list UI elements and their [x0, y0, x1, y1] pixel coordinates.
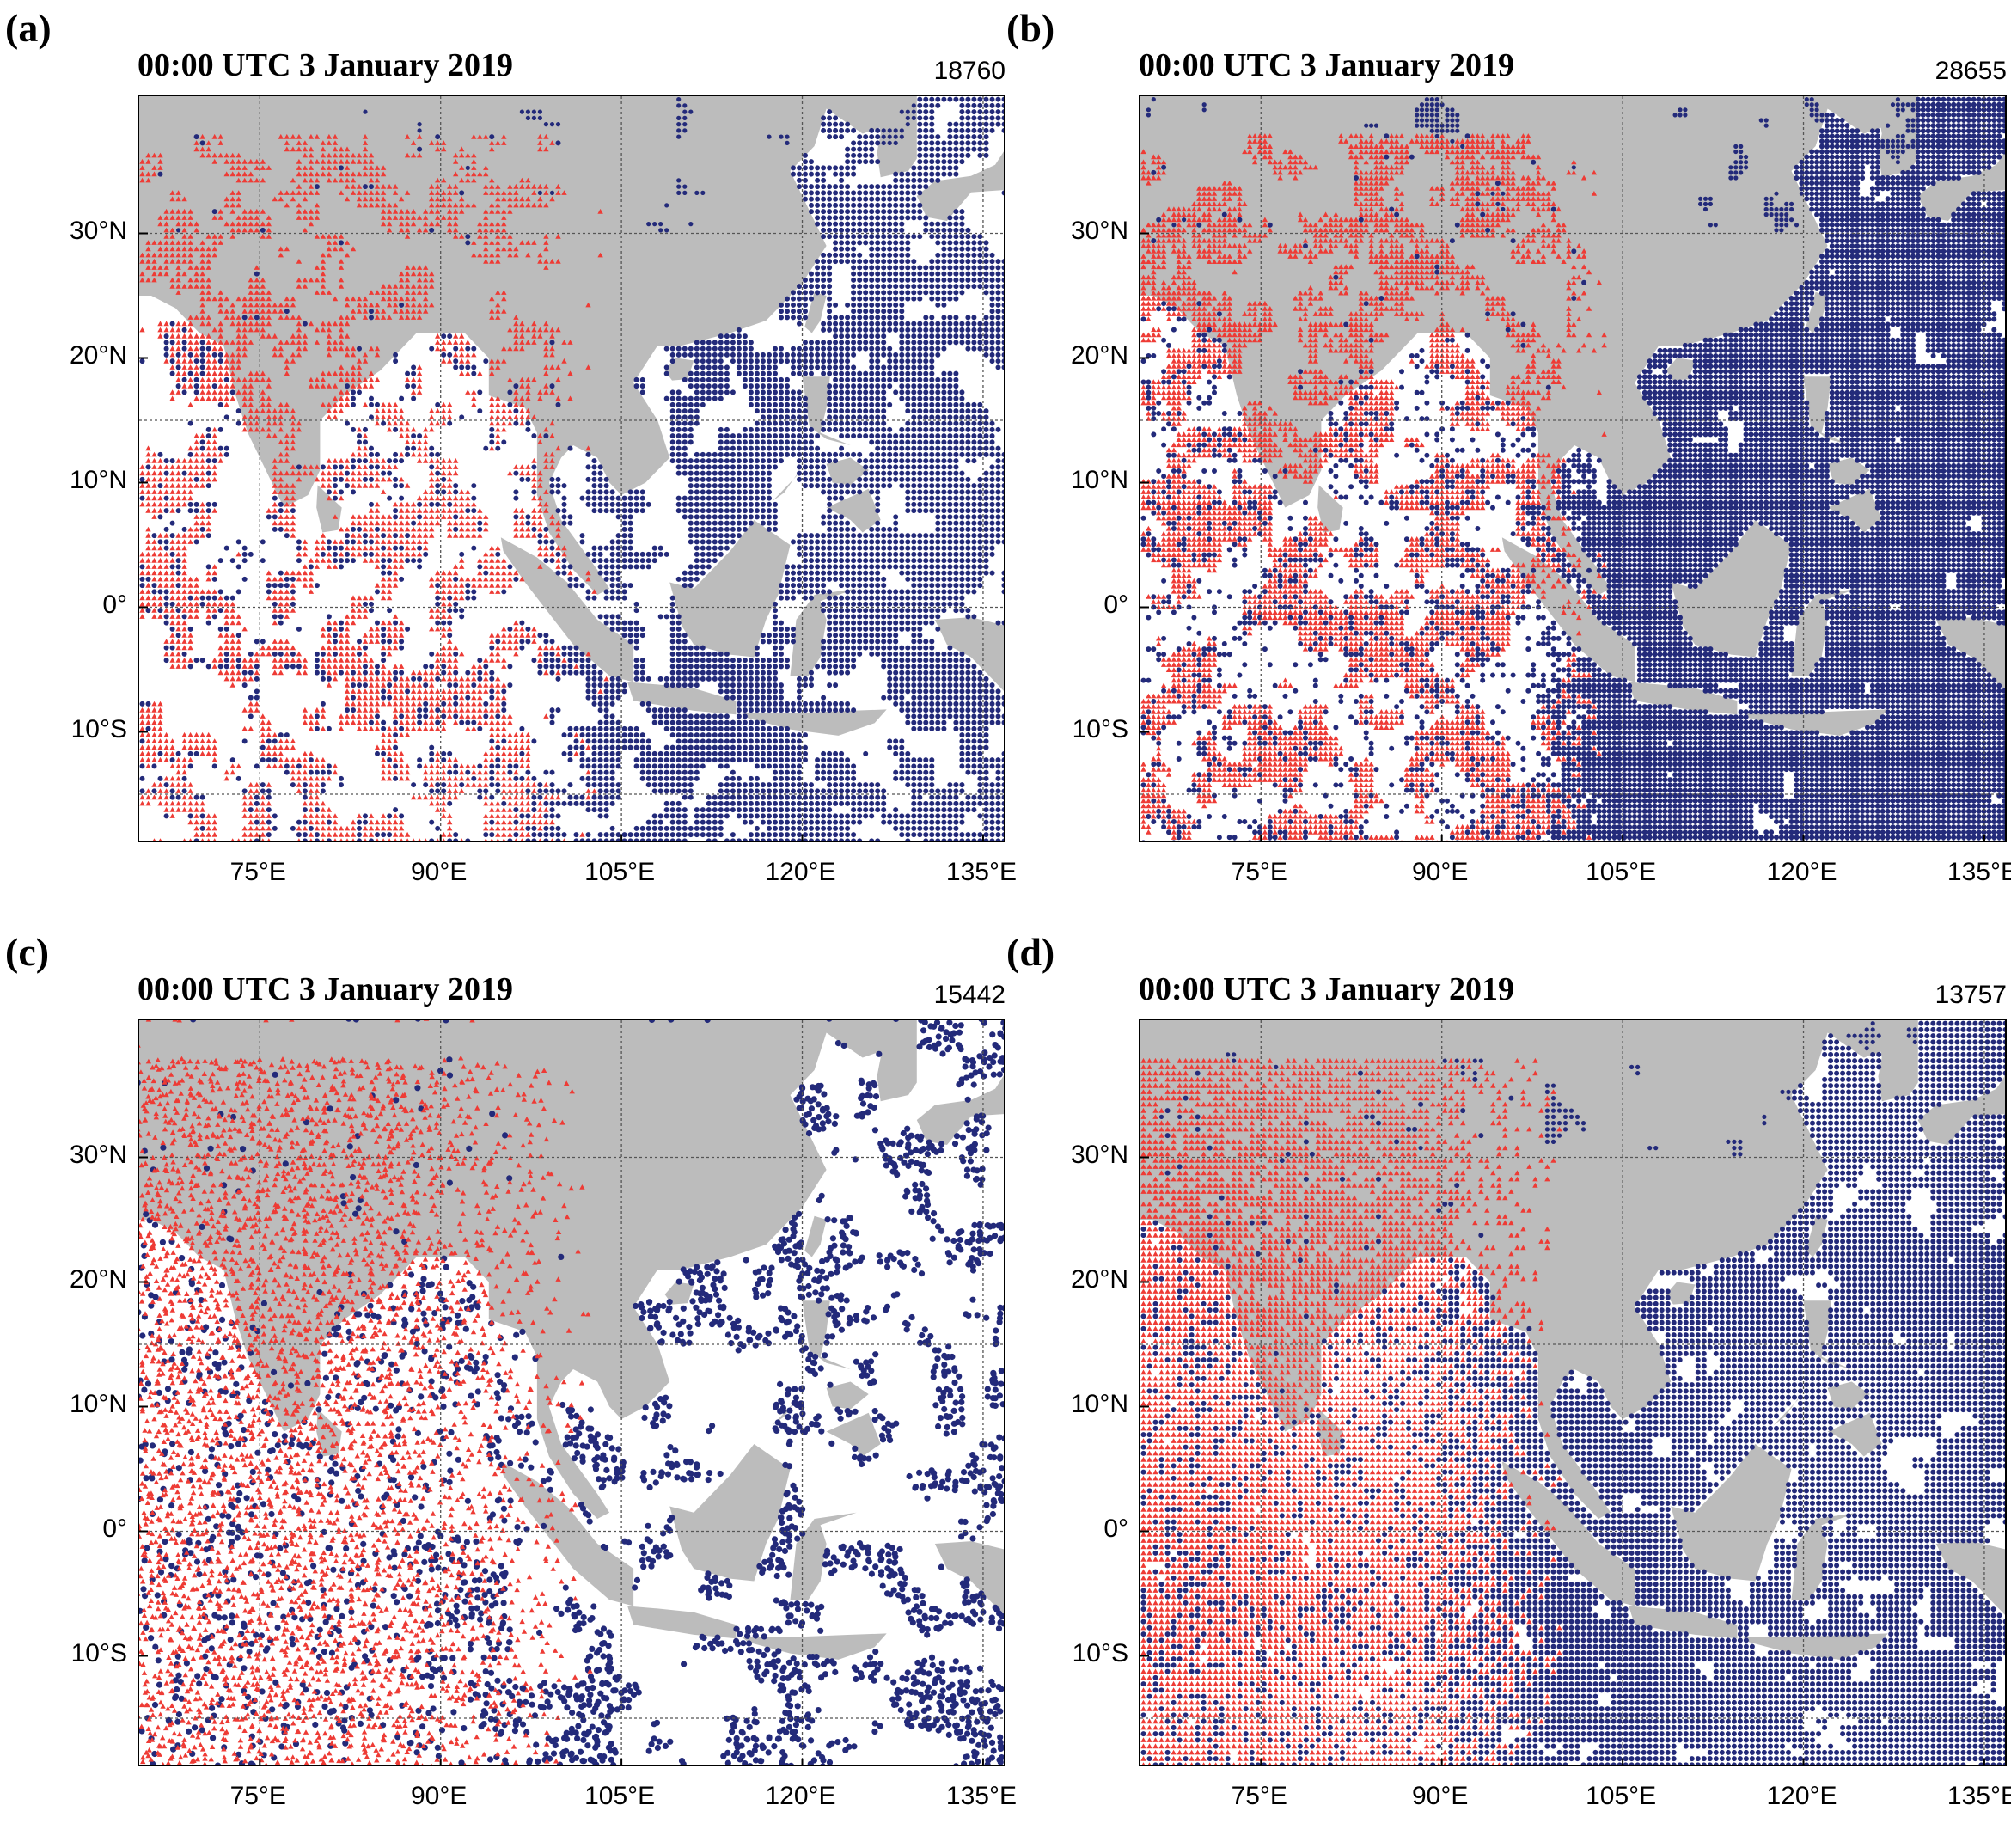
- land-mass: [669, 520, 790, 658]
- land-mass: [1828, 1413, 1882, 1457]
- map-panel: (a) 00:00 UTC 3 January 2019 18760 30°N 20°N…: [0, 0, 1010, 924]
- lon-tick-label: 75°E: [206, 1782, 309, 1811]
- figure: (a) 00:00 UTC 3 January 2019 18760 30°N 20°N…: [0, 0, 2011, 1809]
- land-mass: [804, 1216, 826, 1257]
- panel-title: 00:00 UTC 3 January 2019: [1139, 970, 1514, 1008]
- lon-tick-label: 105°E: [1569, 1782, 1672, 1811]
- lat-tick-label: 0°: [1042, 591, 1128, 620]
- lon-tick-label: 90°E: [388, 858, 491, 887]
- lat-tick-label: 0°: [41, 1515, 127, 1544]
- lon-tick-label: 135°E: [1931, 858, 2011, 887]
- observation-count: 13757: [1835, 981, 2007, 1010]
- lat-tick-label: 10°N: [1042, 1390, 1128, 1419]
- lat-tick-label: 20°N: [1042, 1265, 1128, 1294]
- panel-letter: (d): [1006, 929, 1054, 975]
- lat-tick-label: 10°S: [1042, 715, 1128, 744]
- map-frame: [138, 1019, 1006, 1766]
- panel-title: 00:00 UTC 3 January 2019: [1139, 46, 1514, 84]
- lat-tick-label: 10°N: [1042, 466, 1128, 495]
- panel-title: 00:00 UTC 3 January 2019: [138, 970, 513, 1008]
- land-mass: [1876, 1020, 1918, 1101]
- map-frame: [1139, 95, 2007, 842]
- lon-tick-label: 105°E: [568, 858, 671, 887]
- lon-tick-label: 75°E: [1207, 1782, 1311, 1811]
- panel-letter: (b): [1006, 5, 1054, 51]
- map-canvas: [139, 96, 1006, 842]
- map-canvas: [1140, 1020, 2007, 1766]
- lon-tick-label: 135°E: [1931, 1782, 2011, 1811]
- lat-tick-label: 0°: [1042, 1515, 1128, 1544]
- lat-tick-label: 30°N: [1042, 1141, 1128, 1170]
- lon-tick-label: 75°E: [1207, 858, 1311, 887]
- map-panel: (b) 00:00 UTC 3 January 2019 28655 30°N 20°N…: [1001, 0, 2011, 924]
- land-mass: [665, 358, 694, 381]
- lat-tick-label: 20°N: [41, 341, 127, 370]
- land-mass: [1828, 1382, 1870, 1410]
- lat-tick-label: 0°: [41, 591, 127, 620]
- lat-tick-label: 10°N: [41, 466, 127, 495]
- lat-tick-label: 20°N: [41, 1265, 127, 1294]
- land-mass: [1743, 1633, 1887, 1660]
- land-mass: [827, 489, 881, 533]
- land-mass: [804, 292, 826, 333]
- map-frame: [1139, 1019, 2007, 1766]
- lat-tick-label: 10°S: [41, 715, 127, 744]
- lon-tick-label: 120°E: [1751, 1782, 1854, 1811]
- lon-tick-label: 120°E: [749, 858, 853, 887]
- lon-tick-label: 90°E: [1389, 858, 1492, 887]
- land-mass: [1671, 1444, 1791, 1582]
- observation-count: 18760: [834, 57, 1006, 86]
- map-frame: [138, 95, 1006, 842]
- land-mass: [627, 1606, 736, 1639]
- observation-count: 28655: [1835, 57, 2007, 86]
- lon-tick-label: 90°E: [388, 1782, 491, 1811]
- lon-tick-label: 75°E: [206, 858, 309, 887]
- lon-tick-label: 105°E: [568, 1782, 671, 1811]
- map-panel: (c) 00:00 UTC 3 January 2019 15442 30°N 20°N…: [0, 924, 1010, 1848]
- panel-title: 00:00 UTC 3 January 2019: [138, 46, 513, 84]
- map-canvas: [1140, 96, 2007, 842]
- lon-tick-label: 105°E: [1569, 858, 1672, 887]
- land-mass: [139, 96, 899, 595]
- lon-tick-label: 120°E: [749, 1782, 853, 1811]
- lat-tick-label: 30°N: [1042, 217, 1128, 246]
- land-mass: [875, 1020, 917, 1101]
- lat-tick-label: 10°N: [41, 1390, 127, 1419]
- lat-tick-label: 20°N: [1042, 341, 1128, 370]
- panel-letter: (c): [5, 929, 49, 975]
- land-mass: [773, 470, 800, 501]
- lon-tick-label: 120°E: [1751, 858, 1854, 887]
- panel-letter: (a): [5, 5, 52, 51]
- land-mass: [827, 458, 869, 486]
- lat-tick-label: 10°S: [41, 1639, 127, 1668]
- land-mass: [1140, 1020, 1900, 1519]
- lat-tick-label: 30°N: [41, 217, 127, 246]
- lon-tick-label: 90°E: [1389, 1782, 1492, 1811]
- lat-tick-label: 10°S: [1042, 1639, 1128, 1668]
- map-canvas: [139, 1020, 1006, 1766]
- observation-count: 15442: [834, 981, 1006, 1010]
- map-panel: (d) 00:00 UTC 3 January 2019 13757 30°N 20°N…: [1001, 924, 2011, 1848]
- land-mass: [1666, 1282, 1696, 1305]
- lat-tick-label: 30°N: [41, 1141, 127, 1170]
